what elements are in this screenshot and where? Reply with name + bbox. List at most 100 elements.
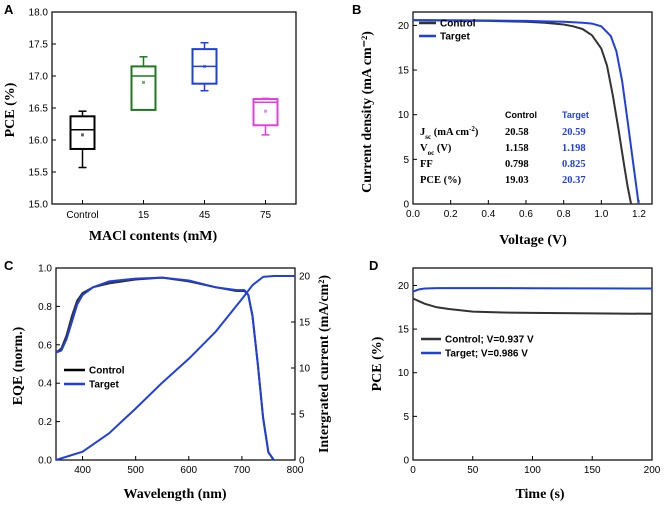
panel-b-frame xyxy=(412,11,653,205)
panel-a-ytick-label: 18.0 xyxy=(29,8,49,19)
table-param-label: PCE (%) xyxy=(420,175,462,186)
panel-c-ytick-label: 0.6 xyxy=(38,340,52,351)
panel-a-ytick-label: 16.5 xyxy=(29,104,49,115)
panel-c-plot: 0.0 0.2 0.4 0.6 0.8 1.0 0 5 10 15 20 400 500 600 700 80… xyxy=(38,264,310,477)
panel-c-xtick-label: 400 xyxy=(74,465,91,476)
panel-a-ytick-label: 16.0 xyxy=(29,136,49,147)
table-value-control: 0.798 xyxy=(505,159,529,170)
panel-b-ytick-label: 0 xyxy=(403,200,409,211)
panel-b-ytick-label: 20 xyxy=(398,21,410,32)
panel-b-xtick-label: 1.0 xyxy=(594,209,608,220)
box-mean-point xyxy=(142,80,145,84)
panel-b-xtick-label: 0.0 xyxy=(406,209,420,220)
panel-d-ytick-label: 5 xyxy=(403,412,409,423)
panel-letter-c: C xyxy=(4,258,14,273)
panel-a-ylabel: PCE (%) xyxy=(3,82,18,137)
panel-b-xtick-label: 1.2 xyxy=(632,209,646,220)
integrated-current-curve xyxy=(55,275,295,461)
table-param-label: Jsc (mA cm-2) xyxy=(420,125,479,141)
panel-c-y2tick-label: 15 xyxy=(299,318,311,329)
panel-letter-b: B xyxy=(352,2,361,17)
legend-label-target: Target; V=0.986 V xyxy=(445,349,528,360)
panel-b-xtick-label: 0.6 xyxy=(519,209,533,220)
jv-series-target xyxy=(412,19,640,205)
panel-a-xtick-label: 75 xyxy=(260,210,272,221)
table-value-target: 1.198 xyxy=(562,143,586,154)
panel-b-xlabel: Voltage (V) xyxy=(499,233,567,248)
panel-c: C EQE (norm.) Intergrated current (mA/cm… xyxy=(4,258,332,502)
table-value-control: 1.158 xyxy=(505,143,529,154)
panel-c-ylabel: EQE (norm.) xyxy=(11,326,26,405)
panel-b-ytick-label: 10 xyxy=(398,110,410,121)
box-15 xyxy=(130,65,157,111)
panel-c-ytick-label: 0.8 xyxy=(38,302,52,313)
panel-c-y2label: Intergrated current (mA/cm²) xyxy=(317,275,332,453)
panel-c-ytick-label: 0.2 xyxy=(38,417,52,428)
panel-c-xlabel: Wavelength (nm) xyxy=(123,487,226,502)
panel-a-xtick-label: 15 xyxy=(138,210,150,221)
panel-a-ytick-label: 15.5 xyxy=(29,168,49,179)
panel-c-ytick-label: 0.4 xyxy=(38,379,52,390)
table-value-target: 20.37 xyxy=(562,175,586,186)
box-mean-point xyxy=(264,109,267,113)
panel-d-ylabel: PCE (%) xyxy=(370,336,385,391)
panel-c-frame xyxy=(55,267,296,461)
panel-a-ytick-label: 17.0 xyxy=(29,72,49,83)
panel-letter-a: A xyxy=(4,2,14,17)
panel-b: B Current density (mA cm⁻²) Voltage (V) … xyxy=(352,2,653,248)
legend-label-control: Control xyxy=(440,19,476,30)
panel-b-xtick-label: 0.8 xyxy=(557,209,571,220)
panel-d-xtick-label: 200 xyxy=(644,465,661,476)
panel-b-ytick-label: 15 xyxy=(398,66,410,77)
mpp-series-control xyxy=(412,297,653,315)
box-mean-point xyxy=(203,64,206,68)
panel-d-xtick-label: 150 xyxy=(584,465,601,476)
panel-a-xtick-label: 45 xyxy=(199,210,211,221)
panel-d-frame xyxy=(412,267,653,461)
panel-c-y2tick-label: 5 xyxy=(299,410,305,421)
panel-d-xlabel: Time (s) xyxy=(515,487,564,502)
panel-c-y2tick-label: 0 xyxy=(299,456,305,467)
panel-b-plot: 0 5 10 15 20 0.0 0.2 0.4 0.6 0.8 1.0 1.2 Control Targ… xyxy=(398,11,653,220)
table-param-label: FF xyxy=(420,159,433,170)
panel-a-ytick-label: 17.5 xyxy=(29,40,49,51)
panel-c-y2tick-label: 20 xyxy=(299,272,311,283)
panel-b-xtick-label: 0.4 xyxy=(481,209,495,220)
panel-c-xtick-label: 600 xyxy=(180,465,197,476)
panel-b-ytick-label: 5 xyxy=(403,155,409,166)
panel-a-ytick-label: 15.0 xyxy=(29,200,49,211)
table-header-control: Control xyxy=(505,110,537,120)
panel-b-ylabel: Current density (mA cm⁻²) xyxy=(360,31,375,193)
panel-c-y2tick-label: 10 xyxy=(299,364,311,375)
table-value-control: 19.03 xyxy=(505,175,529,186)
panel-letter-d: D xyxy=(369,258,378,273)
panel-d-ytick-label: 15 xyxy=(398,325,410,336)
table-value-target: 0.825 xyxy=(562,159,586,170)
panel-d-xtick-label: 50 xyxy=(467,465,479,476)
legend-label-control: Control; V=0.937 V xyxy=(445,335,534,346)
panel-c-ytick-label: 0.0 xyxy=(38,456,52,467)
legend-label-control: Control xyxy=(89,366,125,377)
panel-d-ytick-label: 0 xyxy=(403,456,409,467)
panel-d-ytick-label: 20 xyxy=(398,281,410,292)
table-value-control: 20.58 xyxy=(505,127,529,138)
panel-a: A PCE (%) MACl contents (mM) 15.0 15.5 16.… xyxy=(3,2,297,244)
box-mean-point xyxy=(81,133,84,137)
panel-d-xtick-label: 0 xyxy=(410,465,416,476)
panel-c-xtick-label: 800 xyxy=(287,465,304,476)
table-value-target: 20.59 xyxy=(562,127,586,138)
table-header-target: Target xyxy=(562,110,589,120)
panel-c-xtick-label: 500 xyxy=(127,465,144,476)
panel-d-ytick-label: 10 xyxy=(398,368,410,379)
box-control xyxy=(69,115,96,150)
legend-label-target: Target xyxy=(89,380,119,391)
panel-a-plot: 15.0 15.5 16.0 16.5 17.0 17.5 18.0 Control 15 45 7… xyxy=(29,8,297,221)
panel-b-xtick-label: 0.2 xyxy=(444,209,458,220)
table-param-label: Voc (V) xyxy=(420,143,452,157)
eqe-series-target xyxy=(55,276,275,461)
panel-a-xtick-label: Control xyxy=(66,210,98,221)
legend-label-target: Target xyxy=(440,32,470,43)
